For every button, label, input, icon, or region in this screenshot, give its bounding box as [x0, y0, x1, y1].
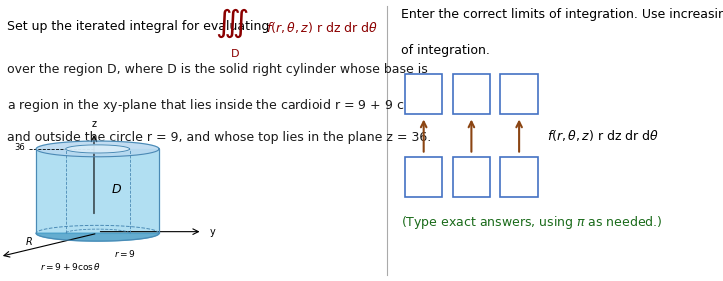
- Bar: [405, 74, 442, 114]
- Polygon shape: [36, 141, 159, 157]
- Bar: [500, 157, 538, 197]
- Polygon shape: [66, 145, 129, 153]
- Bar: [405, 157, 442, 197]
- Text: Enter the correct limits of integration. Use increasing limits: Enter the correct limits of integration.…: [401, 8, 723, 21]
- Text: z: z: [92, 119, 96, 129]
- Text: (Type exact answers, using $\pi$ as needed.): (Type exact answers, using $\pi$ as need…: [401, 214, 663, 230]
- Bar: [453, 157, 490, 197]
- Text: R: R: [26, 237, 33, 248]
- Text: $f(r,\theta,z)$ r dz dr d$\theta$: $f(r,\theta,z)$ r dz dr d$\theta$: [266, 20, 378, 35]
- Text: $r=9$: $r=9$: [114, 248, 135, 259]
- Text: $f(r,\theta,z)$ r dz dr d$\theta$: $f(r,\theta,z)$ r dz dr d$\theta$: [547, 128, 659, 143]
- Text: Set up the iterated integral for evaluating: Set up the iterated integral for evaluat…: [7, 20, 270, 33]
- Text: y: y: [210, 227, 215, 237]
- Text: over the region D, where D is the solid right cylinder whose base is: over the region D, where D is the solid …: [7, 63, 428, 76]
- Text: $r=9+9\cos\theta$: $r=9+9\cos\theta$: [40, 261, 101, 272]
- Text: and outside the circle r = 9, and whose top lies in the plane z = 36.: and outside the circle r = 9, and whose …: [7, 131, 432, 144]
- Text: D: D: [112, 183, 121, 196]
- Bar: [500, 74, 538, 114]
- Polygon shape: [36, 149, 159, 233]
- Text: of integration.: of integration.: [401, 44, 490, 56]
- Bar: [453, 74, 490, 114]
- Text: a region in the xy-plane that lies inside the cardioid r = 9 + 9 cos $\theta$: a region in the xy-plane that lies insid…: [7, 97, 431, 114]
- Text: D: D: [231, 49, 239, 59]
- Text: 36: 36: [14, 143, 25, 152]
- Polygon shape: [36, 233, 159, 241]
- Text: $\iiint$: $\iiint$: [215, 7, 249, 40]
